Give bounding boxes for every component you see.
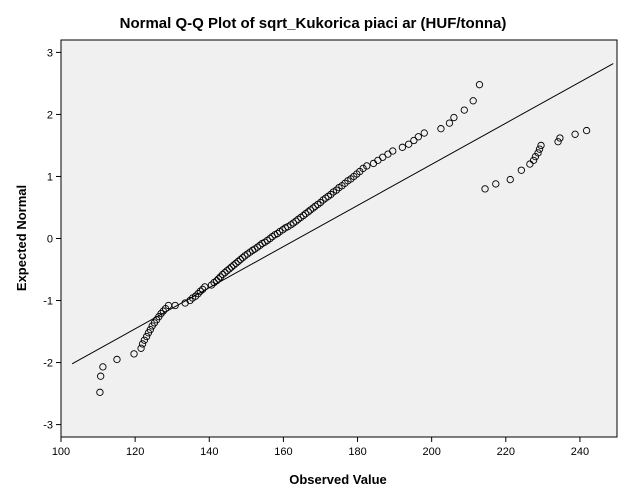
data-point [450,113,458,122]
data-point [130,350,138,358]
data-point [437,125,445,133]
data-point [186,296,194,305]
data-point [146,326,154,334]
data-point [191,292,200,300]
y-tick-label: 2 [47,109,53,121]
data-point [445,119,454,127]
data-point [304,208,312,216]
data-points [96,81,591,396]
data-point [216,273,225,281]
y-tick-label: -1 [43,296,53,308]
data-point [389,147,397,155]
data-point [469,97,477,105]
y-tick-label: 3 [47,47,53,59]
data-point [218,270,227,279]
data-point [225,265,233,273]
data-point [379,153,387,161]
data-point [292,217,300,225]
data-point [142,332,151,341]
data-point [96,388,104,396]
axis-ticks: 100 120 140 160 180 200 220 240 -3 -2 -1 0 1 2 3 [43,47,589,458]
data-point [526,160,534,168]
data-point [531,152,540,161]
data-point [221,268,229,277]
data-point [266,234,274,243]
data-point [236,255,245,264]
data-point [157,309,165,318]
data-point [481,185,489,193]
x-axis-label: Observed Value [289,472,387,487]
data-point [201,283,209,291]
data-point [113,355,121,364]
data-point [537,141,545,150]
plot-area [60,39,618,438]
data-point [238,254,247,262]
x-tick-label: 180 [348,446,366,458]
y-tick-label: -2 [43,358,53,370]
data-point [234,257,242,266]
x-tick-label: 160 [274,446,292,458]
data-point [309,204,317,212]
data-point [405,140,413,148]
data-point [571,130,579,138]
y-tick-label: 1 [47,171,53,183]
data-point [327,190,335,199]
data-point [230,261,238,269]
data-point [535,145,544,153]
data-point [492,180,500,188]
data-point [214,275,223,283]
data-point [363,162,371,170]
data-point [198,285,207,294]
data-point [97,372,105,380]
data-point [332,186,341,194]
y-tick-label: -3 [43,420,53,432]
x-tick-label: 200 [422,446,440,458]
data-point [556,134,564,142]
data-point [171,301,179,310]
data-point [223,267,231,275]
data-point [137,344,145,352]
x-tick-label: 240 [571,446,589,458]
data-point [316,198,325,207]
y-tick-label: 0 [47,234,53,246]
data-point [299,211,308,220]
data-point [273,229,282,238]
data-point [359,164,367,173]
data-point [420,129,428,137]
data-point [232,259,240,267]
x-tick-label: 140 [200,446,218,458]
data-point [398,143,407,151]
y-axis-label: Expected Normal [14,185,29,291]
x-tick-label: 100 [52,446,70,458]
data-point [534,149,542,157]
data-point [213,277,221,285]
data-point [99,363,107,371]
data-point [554,138,562,146]
data-point [506,175,514,184]
chart-title: Normal Q-Q Plot of sqrt_Kukorica piaci a… [120,15,507,32]
data-point [517,166,526,174]
data-point [475,81,484,89]
data-point [207,281,216,289]
data-point [227,263,236,271]
data-point [460,106,468,114]
x-tick-label: 220 [497,446,515,458]
x-tick-label: 120 [126,446,144,458]
data-point [582,126,591,135]
data-point [140,336,149,344]
data-point [414,133,422,141]
data-point [159,307,167,315]
data-point [138,340,147,348]
data-point [529,156,538,164]
data-point [194,290,202,298]
data-point [410,136,418,145]
data-point [196,287,205,295]
